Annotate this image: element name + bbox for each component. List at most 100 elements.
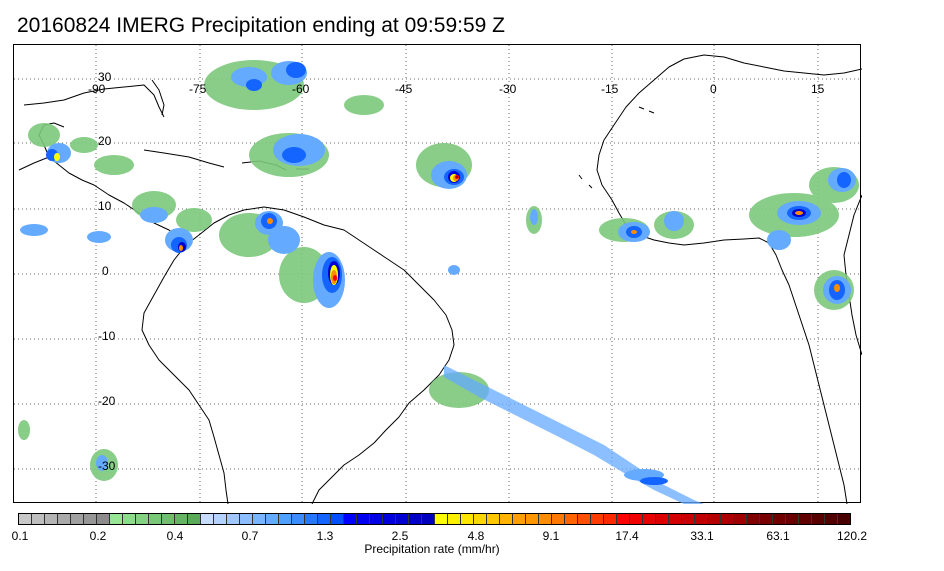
colorbar-tick: 63.1 (766, 529, 790, 543)
colorbar-swatch (669, 514, 682, 524)
coastline-cuba (143, 149, 225, 168)
coastline-canary (638, 106, 655, 114)
colorbar-swatch (331, 514, 344, 524)
lat-label: 0 (102, 264, 109, 278)
colorbar-tick: 4.8 (467, 529, 485, 543)
colorbar-swatch (838, 514, 850, 524)
coastline-florida (151, 79, 165, 116)
colorbar-swatch (19, 514, 32, 524)
colorbar-swatch (227, 514, 240, 524)
colorbar-swatch (539, 514, 552, 524)
rain-cell (246, 79, 262, 91)
rain-cell (837, 172, 851, 188)
rain-cell (18, 420, 30, 440)
colorbar-swatch (318, 514, 331, 524)
colorbar-swatch (175, 514, 188, 524)
colorbar-swatch (253, 514, 266, 524)
rain-cell (286, 62, 306, 78)
lat-label: 10 (98, 199, 112, 213)
colorbar-tick: 0.4 (166, 529, 184, 543)
colorbar-swatch (630, 514, 643, 524)
colorbar-swatch (552, 514, 565, 524)
colorbar-swatch (188, 514, 201, 524)
colorbar-tick: 17.4 (615, 529, 639, 543)
colorbar-tick: 0.1 (11, 529, 29, 543)
colorbar-swatch (578, 514, 591, 524)
colorbar-label: Precipitation rate (mm/hr) (364, 542, 500, 556)
colorbar-swatch (591, 514, 604, 524)
colorbar-swatch (565, 514, 578, 524)
colorbar-swatch (58, 514, 71, 524)
lon-label: -15 (601, 82, 619, 96)
colorbar-swatch (825, 514, 838, 524)
rain-cell (448, 265, 460, 275)
colorbar-swatch (292, 514, 305, 524)
rain-cell (640, 477, 668, 485)
lon-label: -90 (88, 82, 106, 96)
colorbar-swatch (721, 514, 734, 524)
lon-label: -45 (395, 82, 413, 96)
colorbar-swatch (32, 514, 45, 524)
rain-cell (333, 275, 337, 281)
colorbar-tick: 0.2 (89, 529, 107, 543)
coastline-south-america-west (141, 244, 229, 504)
colorbar-swatch (695, 514, 708, 524)
colorbar-swatch (84, 514, 97, 524)
rain-cell (20, 224, 48, 236)
rain-cell (87, 231, 111, 243)
lat-label: -10 (98, 329, 116, 343)
rain-cell (176, 208, 212, 232)
rain-cell (94, 155, 134, 175)
colorbar-swatch (773, 514, 786, 524)
colorbar-swatch (799, 514, 812, 524)
colorbar-swatch (409, 514, 422, 524)
rain-cell (834, 284, 840, 292)
colorbar-swatch (201, 514, 214, 524)
colorbar-tick: 0.7 (241, 529, 259, 543)
colorbar-swatch (448, 514, 461, 524)
colorbar-swatch (656, 514, 669, 524)
colorbar-swatch (370, 514, 383, 524)
colorbar-swatch (513, 514, 526, 524)
colorbar-tick: 9.1 (542, 529, 560, 543)
colorbar-swatch (643, 514, 656, 524)
rain-cell (664, 211, 684, 231)
lon-label: 0 (710, 82, 717, 96)
colorbar-swatch (357, 514, 370, 524)
rain-cell (267, 218, 273, 224)
rain-cell (530, 209, 538, 225)
map-canvas (14, 45, 862, 504)
colorbar-swatch (435, 514, 448, 524)
coastline-north-america (23, 84, 165, 118)
colorbar-swatch (747, 514, 760, 524)
lon-label: -30 (499, 82, 517, 96)
lon-label: -75 (189, 82, 207, 96)
coastlines (18, 54, 862, 504)
colorbar-swatch (760, 514, 773, 524)
colorbar-swatch (344, 514, 357, 524)
map-title: 20160824 IMERG Precipitation ending at 0… (17, 14, 505, 37)
colorbar-tick: 33.1 (690, 529, 714, 543)
rain-cell (54, 153, 60, 161)
lon-label: 15 (811, 82, 825, 96)
rain-cell (96, 455, 108, 471)
colorbar-swatch (305, 514, 318, 524)
colorbar-swatch (474, 514, 487, 524)
rain-cell (140, 207, 168, 223)
colorbar-swatch (214, 514, 227, 524)
colorbar-tick: 120.2 (836, 529, 868, 543)
colorbar-swatch (97, 514, 110, 524)
colorbar-swatch (487, 514, 500, 524)
colorbar-swatch (149, 514, 162, 524)
colorbar-swatch (71, 514, 84, 524)
lat-label: 30 (98, 70, 112, 84)
rain-cell (631, 230, 637, 234)
colorbar-swatch (617, 514, 630, 524)
rain-cell (282, 147, 306, 163)
colorbar-swatch (422, 514, 435, 524)
precipitation-field (18, 60, 859, 504)
colorbar-swatch (500, 514, 513, 524)
colorbar-swatch (45, 514, 58, 524)
graticule (14, 45, 862, 504)
coastline-cape-verde (578, 174, 593, 189)
